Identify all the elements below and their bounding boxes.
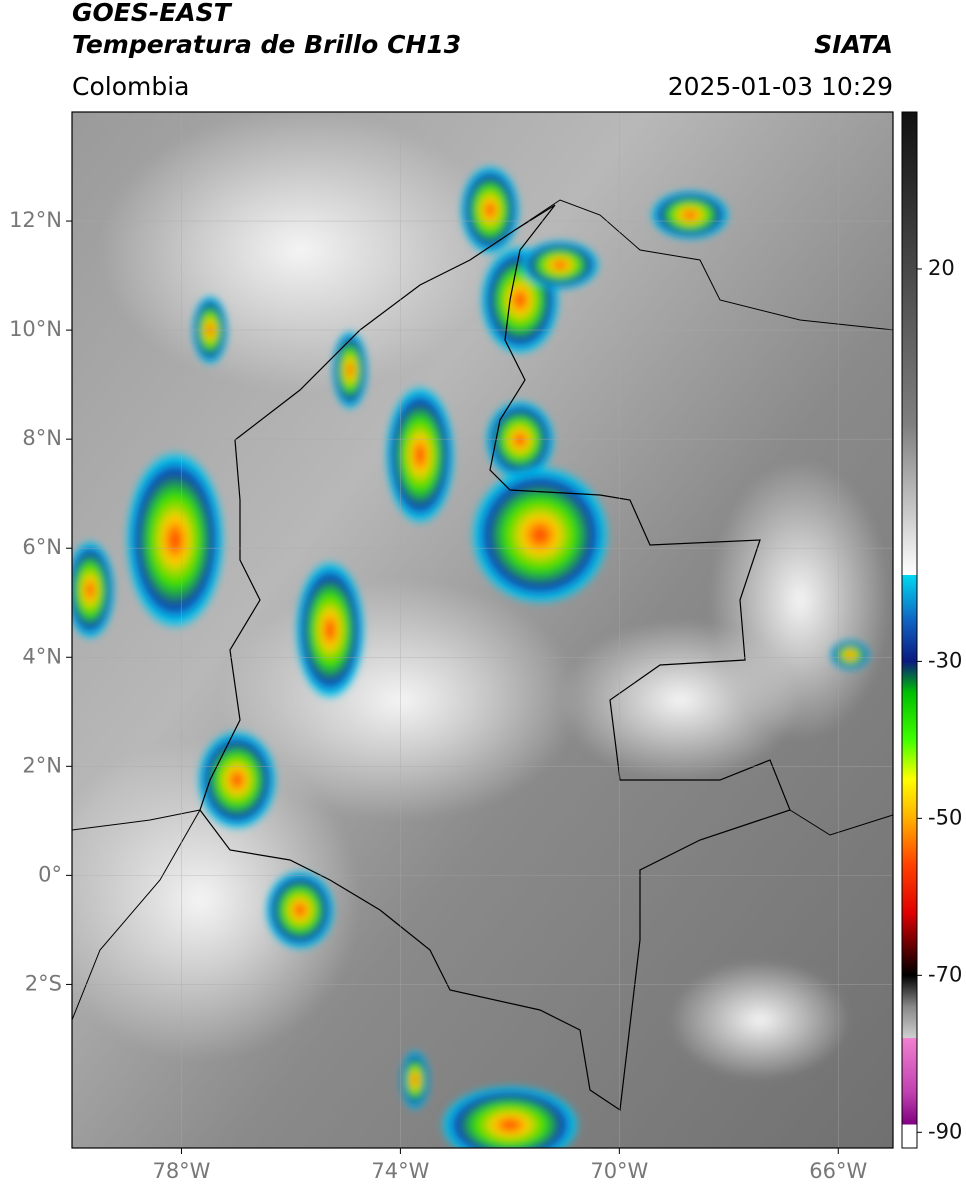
storms	[72, 165, 870, 1148]
country-border	[789, 809, 893, 836]
x-tick-label: 78°W	[152, 1159, 210, 1183]
colorbar-tick-label: -90	[928, 1119, 962, 1143]
storm	[72, 540, 115, 640]
storm	[385, 385, 455, 525]
storm	[470, 465, 610, 605]
coastline	[514, 199, 893, 331]
colorbar-tick-label: 20	[928, 256, 955, 280]
datetime: 2025-01-03 10:29	[668, 72, 893, 101]
country-border	[199, 204, 791, 1112]
y-tick-label: 2°N	[22, 753, 62, 777]
cloud	[72, 740, 360, 1060]
y-tick-label: 0°	[38, 862, 62, 886]
colorbar-tick-label: -70	[928, 962, 962, 986]
colorbar-tick-label: -50	[928, 805, 962, 829]
y-tick-label: 6°N	[22, 535, 62, 559]
y-tick-label: 8°N	[22, 426, 62, 450]
storm	[830, 640, 870, 670]
storm	[400, 1050, 430, 1110]
y-tick-label: 10°N	[9, 317, 62, 341]
x-tick-label: 74°W	[371, 1159, 429, 1183]
storm	[650, 190, 730, 240]
satellite: GOES-EAST	[72, 0, 233, 27]
storm	[197, 730, 277, 830]
country-border	[72, 809, 201, 1021]
source: SIATA	[814, 30, 893, 59]
cloud	[670, 960, 850, 1080]
graticule	[72, 112, 893, 1148]
cloud	[710, 460, 890, 740]
y-tick-label: 2°S	[25, 971, 62, 995]
storm	[460, 165, 520, 255]
storm	[485, 400, 555, 480]
imagery	[72, 112, 893, 1148]
colorbar-tick-label: -30	[928, 648, 962, 672]
y-tick-label: 4°N	[22, 644, 62, 668]
cloud	[100, 112, 500, 390]
title: Temperatura de Brillo CH13	[72, 30, 461, 59]
map-frame	[71, 111, 894, 1149]
storm	[440, 1085, 580, 1148]
country-border	[72, 809, 201, 831]
x-tick-label: 66°W	[809, 1159, 867, 1183]
y-tick-label: 12°N	[9, 208, 62, 232]
storm	[520, 240, 600, 290]
colorbar	[901, 111, 918, 1149]
storm	[332, 330, 368, 410]
storm	[295, 560, 365, 700]
x-tick-label: 70°W	[590, 1159, 648, 1183]
region: Colombia	[72, 72, 189, 101]
storm	[125, 450, 225, 630]
storm	[265, 870, 335, 950]
